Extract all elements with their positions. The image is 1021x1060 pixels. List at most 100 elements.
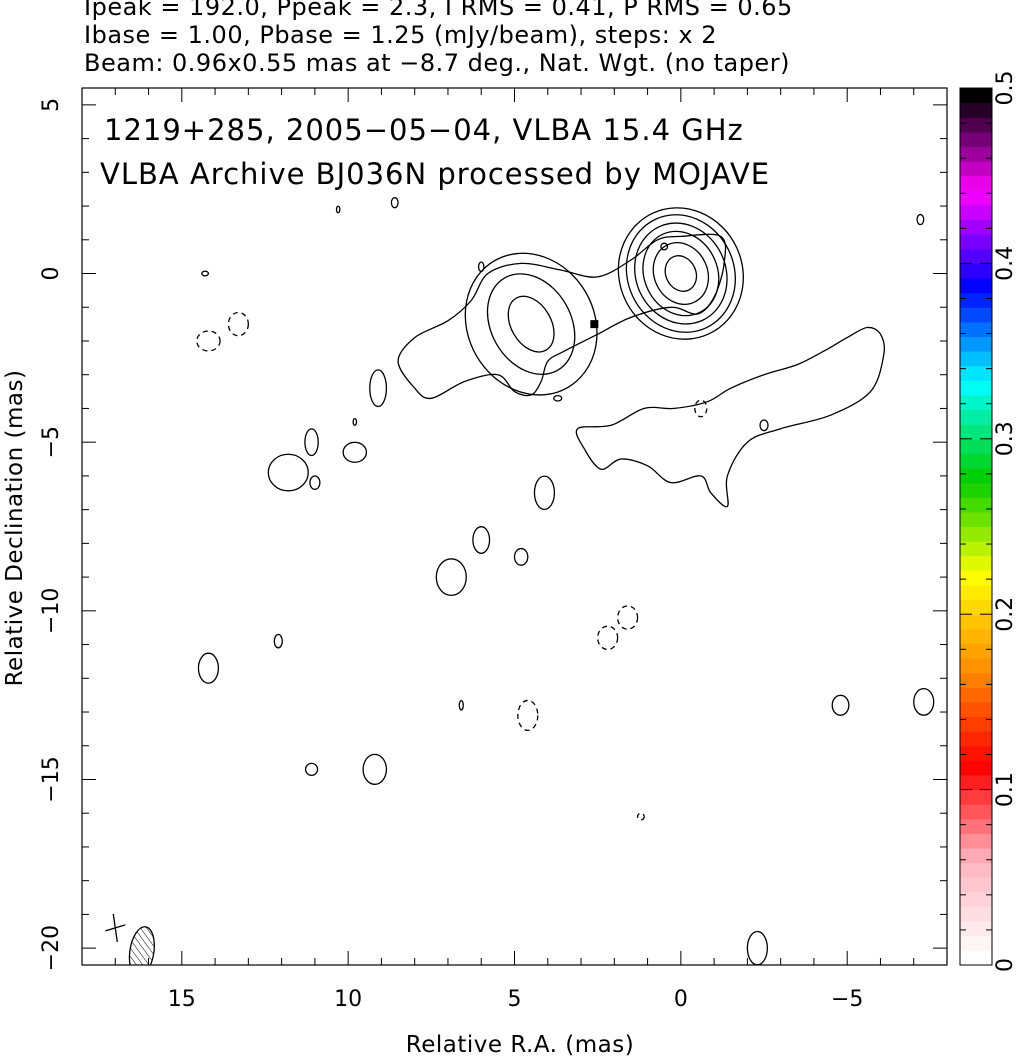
colorbar-tick-label: 0.5: [993, 71, 1018, 106]
colorbar-swatch: [960, 877, 992, 893]
contour-positive: [369, 369, 388, 408]
contour-negative: [636, 812, 645, 821]
colorbar-swatch: [960, 204, 992, 221]
colorbar-swatch: [960, 278, 992, 294]
y-tick-label: −15: [39, 756, 64, 802]
y-axis-title: Relative Declination (mas): [2, 370, 28, 687]
contour-positive: [390, 197, 399, 209]
x-tick-label: 0: [674, 987, 688, 1012]
contour-knot-level: [464, 252, 598, 396]
colorbar-swatch: [960, 935, 992, 951]
contour-positive: [477, 261, 485, 273]
colorbar-swatch: [960, 248, 992, 264]
colorbar-swatch: [960, 307, 992, 323]
contour-core-level: [625, 214, 736, 333]
colorbar-swatch: [960, 906, 992, 922]
colorbar-swatch: [960, 321, 992, 337]
colorbar-swatch: [960, 555, 992, 571]
colorbar-swatch: [960, 438, 992, 454]
axis-ticks: 15 10 5 0 −5 5 0 −5 −10 −15 −20: [39, 88, 948, 1012]
colorbar-swatch: [960, 862, 992, 878]
colorbar-swatch: [960, 102, 992, 118]
colorbar-swatch: [960, 88, 992, 104]
colorbar-swatch: [960, 818, 992, 834]
colorbar-swatch: [960, 526, 992, 542]
archive-label: VLBA Archive BJ036N processed by MOJAVE: [100, 157, 770, 191]
contour-positive: [759, 419, 769, 432]
contour-positive: [513, 547, 529, 566]
contour-knot-level: [486, 273, 576, 376]
contour-positive: [197, 652, 220, 684]
contour-positive: [273, 633, 283, 649]
colorbar-swatch: [960, 950, 992, 966]
colorbar-swatch: [960, 599, 992, 615]
contour-positive: [335, 205, 341, 214]
contour-negative: [517, 699, 539, 732]
x-tick-label: 10: [334, 987, 362, 1012]
contour-positive: [304, 762, 319, 776]
colorbar-swatch: [960, 351, 992, 367]
contour-negative: [694, 399, 708, 418]
colorbar-swatch: [960, 409, 992, 425]
colorbar-swatch: [960, 731, 992, 747]
contour-positive: [342, 441, 368, 463]
y-tick-label: −20: [39, 925, 64, 971]
contour-positive: [304, 428, 319, 457]
colorbar-frame: [959, 87, 993, 966]
contour-negative: [597, 625, 619, 651]
x-tick-label: −5: [831, 987, 863, 1012]
colorbar-swatch: [960, 701, 992, 718]
contours-group: [105, 197, 935, 965]
contour-positive: [362, 753, 388, 785]
contour-positive: [831, 694, 850, 716]
colorbar-swatch: [960, 745, 992, 761]
colorbar-swatch: [960, 131, 992, 147]
x-axis-title: Relative R.A. (mas): [406, 1032, 634, 1058]
colorbar-swatch: [960, 482, 992, 498]
y-tick-label: −10: [39, 588, 64, 634]
contour-positive: [458, 699, 464, 711]
contour-positive: [309, 475, 321, 490]
colorbar-swatch: [960, 424, 992, 440]
contour-knot-level: [507, 295, 555, 353]
x-tick-label: 5: [508, 987, 522, 1012]
colorbar-swatch: [960, 584, 992, 601]
y-tick-label: −5: [39, 426, 64, 458]
colorbar-swatch: [960, 219, 992, 235]
contour-negative: [616, 605, 639, 630]
contour-positive: [352, 417, 358, 426]
colorbar: 0 0.1 0.2 0.3 0.4 0.5: [959, 71, 1018, 972]
colorbar-swatch: [960, 146, 992, 162]
contour-negative: [227, 311, 249, 337]
colorbar-swatch: [960, 336, 992, 352]
header-stats-line: Ipeak = 192.0, Ppeak = 2.3, I RMS = 0.41…: [84, 0, 793, 21]
colorbar-tick-label: 0.2: [993, 597, 1018, 632]
contour-positive: [267, 453, 309, 492]
colorbar-swatch: [960, 175, 992, 191]
y-tick-label: 5: [39, 98, 64, 112]
colorbar-tick-label: 0.1: [993, 772, 1018, 807]
colorbar-swatch: [960, 541, 992, 557]
colorbar-swatch: [960, 687, 992, 703]
contour-positive: [553, 395, 563, 402]
colorbar-swatch: [960, 453, 992, 469]
colorbar-swatch: [960, 614, 992, 630]
colorbar-swatch: [960, 760, 992, 776]
colorbar-swatch: [960, 716, 992, 732]
beam-cross-arm: [112, 913, 118, 942]
contour-positive: [472, 526, 491, 554]
colorbar-swatch: [960, 468, 992, 484]
contour-core-level: [634, 222, 728, 325]
restoring-beam: [128, 926, 155, 965]
contour-core-level: [617, 207, 744, 340]
contour-jet-outline: [397, 233, 727, 400]
contour-positive: [916, 213, 925, 226]
contour-negative: [196, 330, 221, 352]
contour-core-level: [664, 255, 698, 292]
contour-positive: [746, 930, 768, 965]
colorbar-swatch: [960, 848, 992, 864]
colorbar-swatch: [960, 497, 992, 513]
colorbar-swatch: [960, 161, 992, 177]
colorbar-swatch: [960, 921, 992, 937]
